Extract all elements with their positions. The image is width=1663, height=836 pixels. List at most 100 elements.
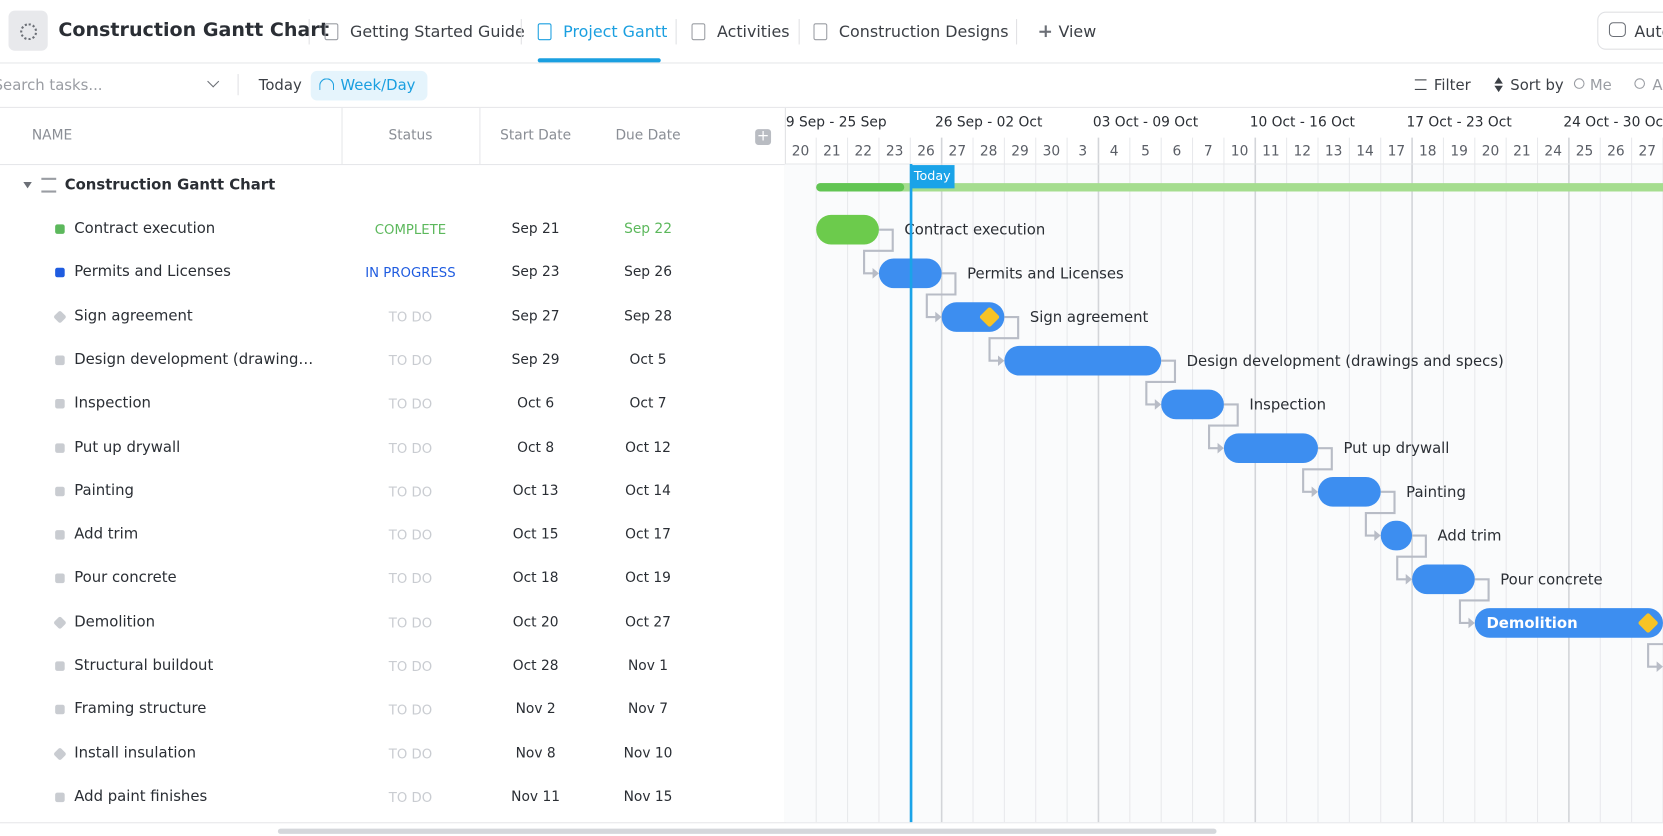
day-label: 14 [1356, 143, 1374, 159]
tab-sep [798, 19, 800, 45]
day-label: 30 [1043, 143, 1061, 159]
task-name[interactable]: Structural buildout [74, 657, 214, 675]
group-title: Construction Gantt Chart [64, 176, 276, 194]
search-chevron[interactable] [207, 75, 220, 88]
bar-label: Inspection [1249, 397, 1326, 414]
today-btn[interactable]: Today [258, 77, 302, 95]
add-view[interactable]: View [1058, 22, 1097, 42]
milestone [1638, 613, 1658, 633]
day-label: 13 [1325, 143, 1343, 159]
week-label: 19 Sep - 25 Sep [785, 115, 887, 131]
gantt: 20 21 22 23 26 27 28 29 30 3 4 5 6 7 10 11 12 13 14 17 18 19 2… [784, 115, 1663, 823]
today-badge [909, 165, 955, 189]
task-bar [1412, 564, 1475, 595]
status-icon [55, 530, 65, 540]
task-name[interactable]: Add trim [74, 526, 139, 543]
start-date: Oct 13 [512, 483, 559, 500]
assignees-icon [1634, 78, 1645, 89]
day-label: 21 [823, 143, 841, 159]
column-header[interactable]: Start Date [500, 128, 572, 144]
week-day-icon [319, 78, 335, 90]
tab-icon[interactable] [537, 23, 552, 41]
day-label: 22 [854, 143, 872, 159]
automations-btn[interactable] [1597, 11, 1663, 50]
scrollbar[interactable] [277, 828, 1217, 834]
task-status[interactable]: TO DO [388, 352, 433, 369]
tab-sep [308, 19, 310, 45]
task-status[interactable]: COMPLETE [374, 221, 447, 238]
dependency-arrow [998, 355, 1005, 367]
filter-btn[interactable]: Filter [1433, 77, 1471, 95]
status-icon [55, 661, 65, 671]
task-status[interactable]: TO DO [388, 308, 433, 325]
dependency-arrow [1311, 486, 1318, 498]
dependency-arrow [1374, 530, 1381, 541]
bar-label: Design development (drawings and specs) [1187, 353, 1504, 370]
tab[interactable]: Getting Started Guide [349, 22, 525, 42]
day-label: 29 [1011, 143, 1029, 159]
search[interactable]: Search tasks... [0, 77, 103, 95]
task-status[interactable]: TO DO [388, 658, 433, 675]
task-bar [1380, 520, 1413, 551]
milestone [979, 307, 1000, 327]
dependency-arrow [872, 268, 879, 279]
app-icon-ring [20, 23, 38, 41]
task-name[interactable]: Inspection [74, 394, 151, 412]
assignees-btn[interactable]: Assignees [1652, 77, 1663, 95]
week-day-btn[interactable]: Week/Day [340, 77, 416, 95]
tab-icon[interactable] [324, 23, 339, 41]
tab[interactable]: Construction Designs [838, 22, 1009, 42]
column-header[interactable]: Due Date [615, 128, 681, 144]
task-name[interactable]: Contract execution [74, 220, 216, 238]
start-date: Oct 15 [512, 527, 559, 543]
task-status[interactable]: TO DO [388, 570, 433, 587]
tab[interactable]: Project Gantt [563, 22, 668, 42]
automations[interactable]: Auto [1634, 22, 1663, 42]
task-name[interactable]: Painting [74, 482, 134, 500]
task-name[interactable]: Install insulation [74, 744, 197, 762]
due-date: Oct 14 [625, 483, 671, 500]
task-status[interactable]: TO DO [388, 395, 433, 412]
task-status[interactable]: TO DO [388, 745, 433, 762]
dependency [1145, 359, 1177, 406]
task-name[interactable]: Demolition [74, 613, 156, 631]
task-bar [1474, 608, 1663, 638]
dependency [1208, 403, 1239, 450]
task-name[interactable]: Add paint finishes [74, 788, 208, 806]
column-header[interactable]: NAME [31, 128, 73, 144]
week-label: 17 Oct - 23 Oct [1407, 115, 1513, 131]
status-icon [55, 442, 65, 453]
dependency-arrow [935, 311, 942, 323]
task-status[interactable]: IN PROGRESS [365, 264, 456, 281]
task-status[interactable]: TO DO [388, 614, 433, 631]
dependency [1647, 621, 1663, 668]
tab[interactable]: Activities [716, 22, 790, 42]
start-date: Oct 28 [512, 658, 559, 675]
start-date: Oct 18 [512, 570, 559, 587]
task-status[interactable]: TO DO [388, 483, 433, 500]
add-column[interactable]: + [755, 128, 772, 145]
task-name[interactable]: Framing structure [74, 700, 207, 718]
dependency [925, 272, 957, 319]
task-name[interactable]: Sign agreement [74, 307, 193, 325]
group-caret[interactable] [23, 182, 32, 189]
task-status[interactable]: TO DO [388, 701, 433, 718]
dependency [1458, 578, 1490, 625]
task-name[interactable]: Put up drywall [74, 438, 181, 456]
task-name[interactable]: Design development (drawings and specs) [74, 351, 314, 369]
status-icon [55, 792, 65, 802]
column-header[interactable]: Status [388, 128, 433, 144]
task-name[interactable]: Permits and Licenses [74, 263, 231, 281]
page-title: Construction Gantt Chart [58, 19, 329, 42]
task-name[interactable]: Pour concrete [74, 569, 177, 587]
dependency-arrow [1405, 573, 1413, 585]
task-status[interactable]: TO DO [388, 789, 433, 806]
sort-btn[interactable]: Sort by [1510, 77, 1564, 95]
dependency-arrow [1468, 617, 1475, 629]
me-btn[interactable]: Me [1589, 77, 1612, 95]
task-status[interactable]: TO DO [388, 527, 433, 543]
tab-icon[interactable] [691, 23, 706, 41]
due-date: Oct 5 [629, 352, 667, 369]
tab-icon[interactable] [813, 23, 828, 41]
task-status[interactable]: TO DO [388, 439, 433, 456]
